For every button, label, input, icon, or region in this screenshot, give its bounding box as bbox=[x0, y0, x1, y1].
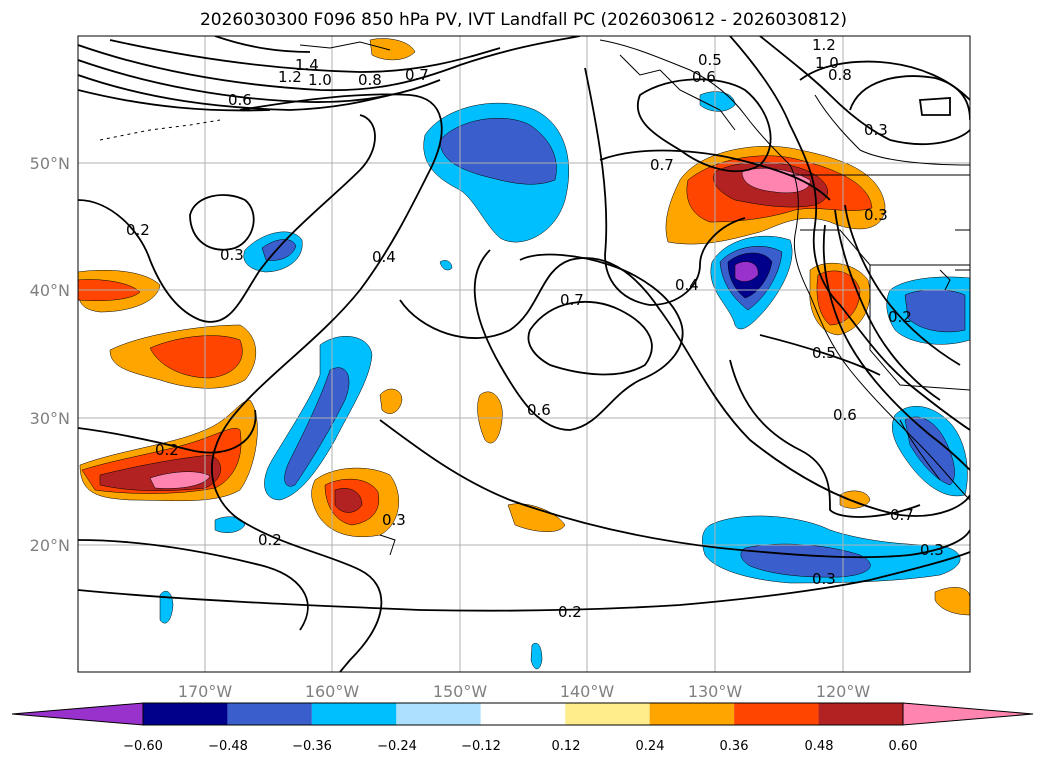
contour-label: 1.2 bbox=[812, 36, 836, 54]
contour-label: 0.8 bbox=[828, 66, 852, 84]
colorbar-tick-label: 0.60 bbox=[889, 739, 918, 754]
colorbar: −0.60 −0.48 −0.36 −0.24 −0.12 0.12 0.24 … bbox=[11, 702, 1034, 754]
contour-label: 1.0 bbox=[308, 71, 332, 89]
contour-label: 0.2 bbox=[258, 531, 282, 549]
shade-baja-inner bbox=[904, 416, 955, 486]
lat-label: 20°N bbox=[30, 536, 70, 555]
latitude-labels: 50°N 40°N 30°N 20°N bbox=[30, 154, 70, 555]
contour-label: 0.6 bbox=[692, 68, 716, 86]
colorbar-extend-high bbox=[902, 702, 1034, 726]
contour-label: 1.4 bbox=[295, 56, 319, 74]
lon-label: 130°W bbox=[688, 682, 743, 701]
contour-label: 0.7 bbox=[560, 291, 584, 309]
contour-label: 0.4 bbox=[675, 276, 699, 294]
pv-contours bbox=[78, 36, 970, 672]
colorbar-cell bbox=[143, 703, 228, 725]
contour-label: 0.2 bbox=[888, 308, 912, 326]
colorbar-cell bbox=[311, 703, 397, 725]
shade-small-9 bbox=[934, 587, 970, 616]
colorbar-tick-label: −0.48 bbox=[208, 739, 248, 754]
contour-label: 0.3 bbox=[382, 511, 406, 529]
contour-label: 0.5 bbox=[698, 51, 722, 69]
shade-small-6 bbox=[159, 590, 174, 624]
contour-label: 0.2 bbox=[126, 221, 150, 239]
contour-label: 0.8 bbox=[358, 71, 382, 89]
contour-label: 1.2 bbox=[278, 68, 302, 86]
contour-label: 0.6 bbox=[527, 401, 551, 419]
shade-165w-inner bbox=[261, 239, 297, 261]
longitude-labels: 170°W 160°W 150°W 140°W 130°W 120°W bbox=[178, 682, 871, 701]
shade-cal-core bbox=[734, 261, 759, 282]
contour-label: 0.2 bbox=[558, 603, 582, 621]
shade-small-7 bbox=[530, 642, 543, 670]
contour-label: 0.7 bbox=[650, 156, 674, 174]
lon-label: 160°W bbox=[305, 682, 360, 701]
contour-labels: 1.4 1.2 1.0 0.8 0.7 0.6 0.5 0.6 1.2 1.0 … bbox=[126, 36, 944, 621]
colorbar-cell bbox=[649, 703, 735, 725]
contour-label: 0.3 bbox=[220, 246, 244, 264]
contour-label: 1.0 bbox=[815, 54, 839, 72]
colorbar-cell bbox=[480, 703, 566, 725]
contour-label: 0.3 bbox=[812, 570, 836, 588]
colorbar-tick-label: 0.48 bbox=[805, 739, 834, 754]
lat-label: 40°N bbox=[30, 281, 70, 300]
pc-shading bbox=[78, 38, 970, 670]
colorbar-tick-label: −0.24 bbox=[377, 739, 417, 754]
shade-small-10 bbox=[369, 38, 416, 61]
contour-label: 0.6 bbox=[228, 91, 252, 109]
lon-label: 120°W bbox=[816, 682, 871, 701]
colorbar-cell bbox=[227, 703, 312, 725]
contour-label: 0.3 bbox=[864, 206, 888, 224]
contour-label: 0.7 bbox=[890, 506, 914, 524]
lat-label: 50°N bbox=[30, 154, 70, 173]
colorbar-tick-label: 0.36 bbox=[720, 739, 749, 754]
contour-label: 0.3 bbox=[864, 121, 888, 139]
lon-label: 150°W bbox=[433, 682, 488, 701]
map-title: 2026030300 F096 850 hPa PV, IVT Landfall… bbox=[199, 10, 847, 30]
contour-label: 0.3 bbox=[920, 541, 944, 559]
shade-small-4 bbox=[507, 503, 566, 532]
colorbar-cell bbox=[396, 703, 481, 725]
colorbar-tick-label: 0.12 bbox=[552, 739, 581, 754]
colorbar-cell bbox=[818, 703, 903, 725]
gridlines bbox=[78, 36, 970, 672]
lat-label: 30°N bbox=[30, 409, 70, 428]
contour-label: 0.5 bbox=[812, 344, 836, 362]
map-frame bbox=[77, 35, 971, 673]
shade-small-3 bbox=[379, 388, 403, 414]
colorbar-tick-label: −0.12 bbox=[461, 739, 501, 754]
shade-small-1 bbox=[439, 260, 453, 271]
shade-small-2 bbox=[477, 391, 503, 444]
contour-label: 0.7 bbox=[405, 66, 429, 84]
lon-label: 140°W bbox=[560, 682, 615, 701]
contour-label: 0.6 bbox=[833, 406, 857, 424]
colorbar-tick-label: −0.36 bbox=[292, 739, 332, 754]
lon-label: 170°W bbox=[178, 682, 233, 701]
shade-158w-core bbox=[334, 488, 363, 513]
colorbar-cell bbox=[565, 703, 650, 725]
colorbar-extend-low bbox=[11, 702, 144, 726]
shade-wp-core bbox=[149, 471, 211, 489]
contour-label: 0.2 bbox=[155, 441, 179, 459]
shade-small-5 bbox=[214, 516, 246, 533]
shade-cp-inner bbox=[439, 117, 557, 185]
colorbar-cell bbox=[734, 703, 819, 725]
map-panel: 1.4 1.2 1.0 0.8 0.7 0.6 0.5 0.6 1.2 1.0 … bbox=[78, 36, 970, 672]
colorbar-tick-label: 0.24 bbox=[636, 739, 665, 754]
shade-35n-inner bbox=[149, 335, 243, 379]
colorbar-tick-label: −0.60 bbox=[123, 739, 163, 754]
shade-162w-inner bbox=[284, 367, 350, 487]
coastlines bbox=[99, 39, 970, 556]
contour-label: 0.4 bbox=[372, 248, 396, 266]
